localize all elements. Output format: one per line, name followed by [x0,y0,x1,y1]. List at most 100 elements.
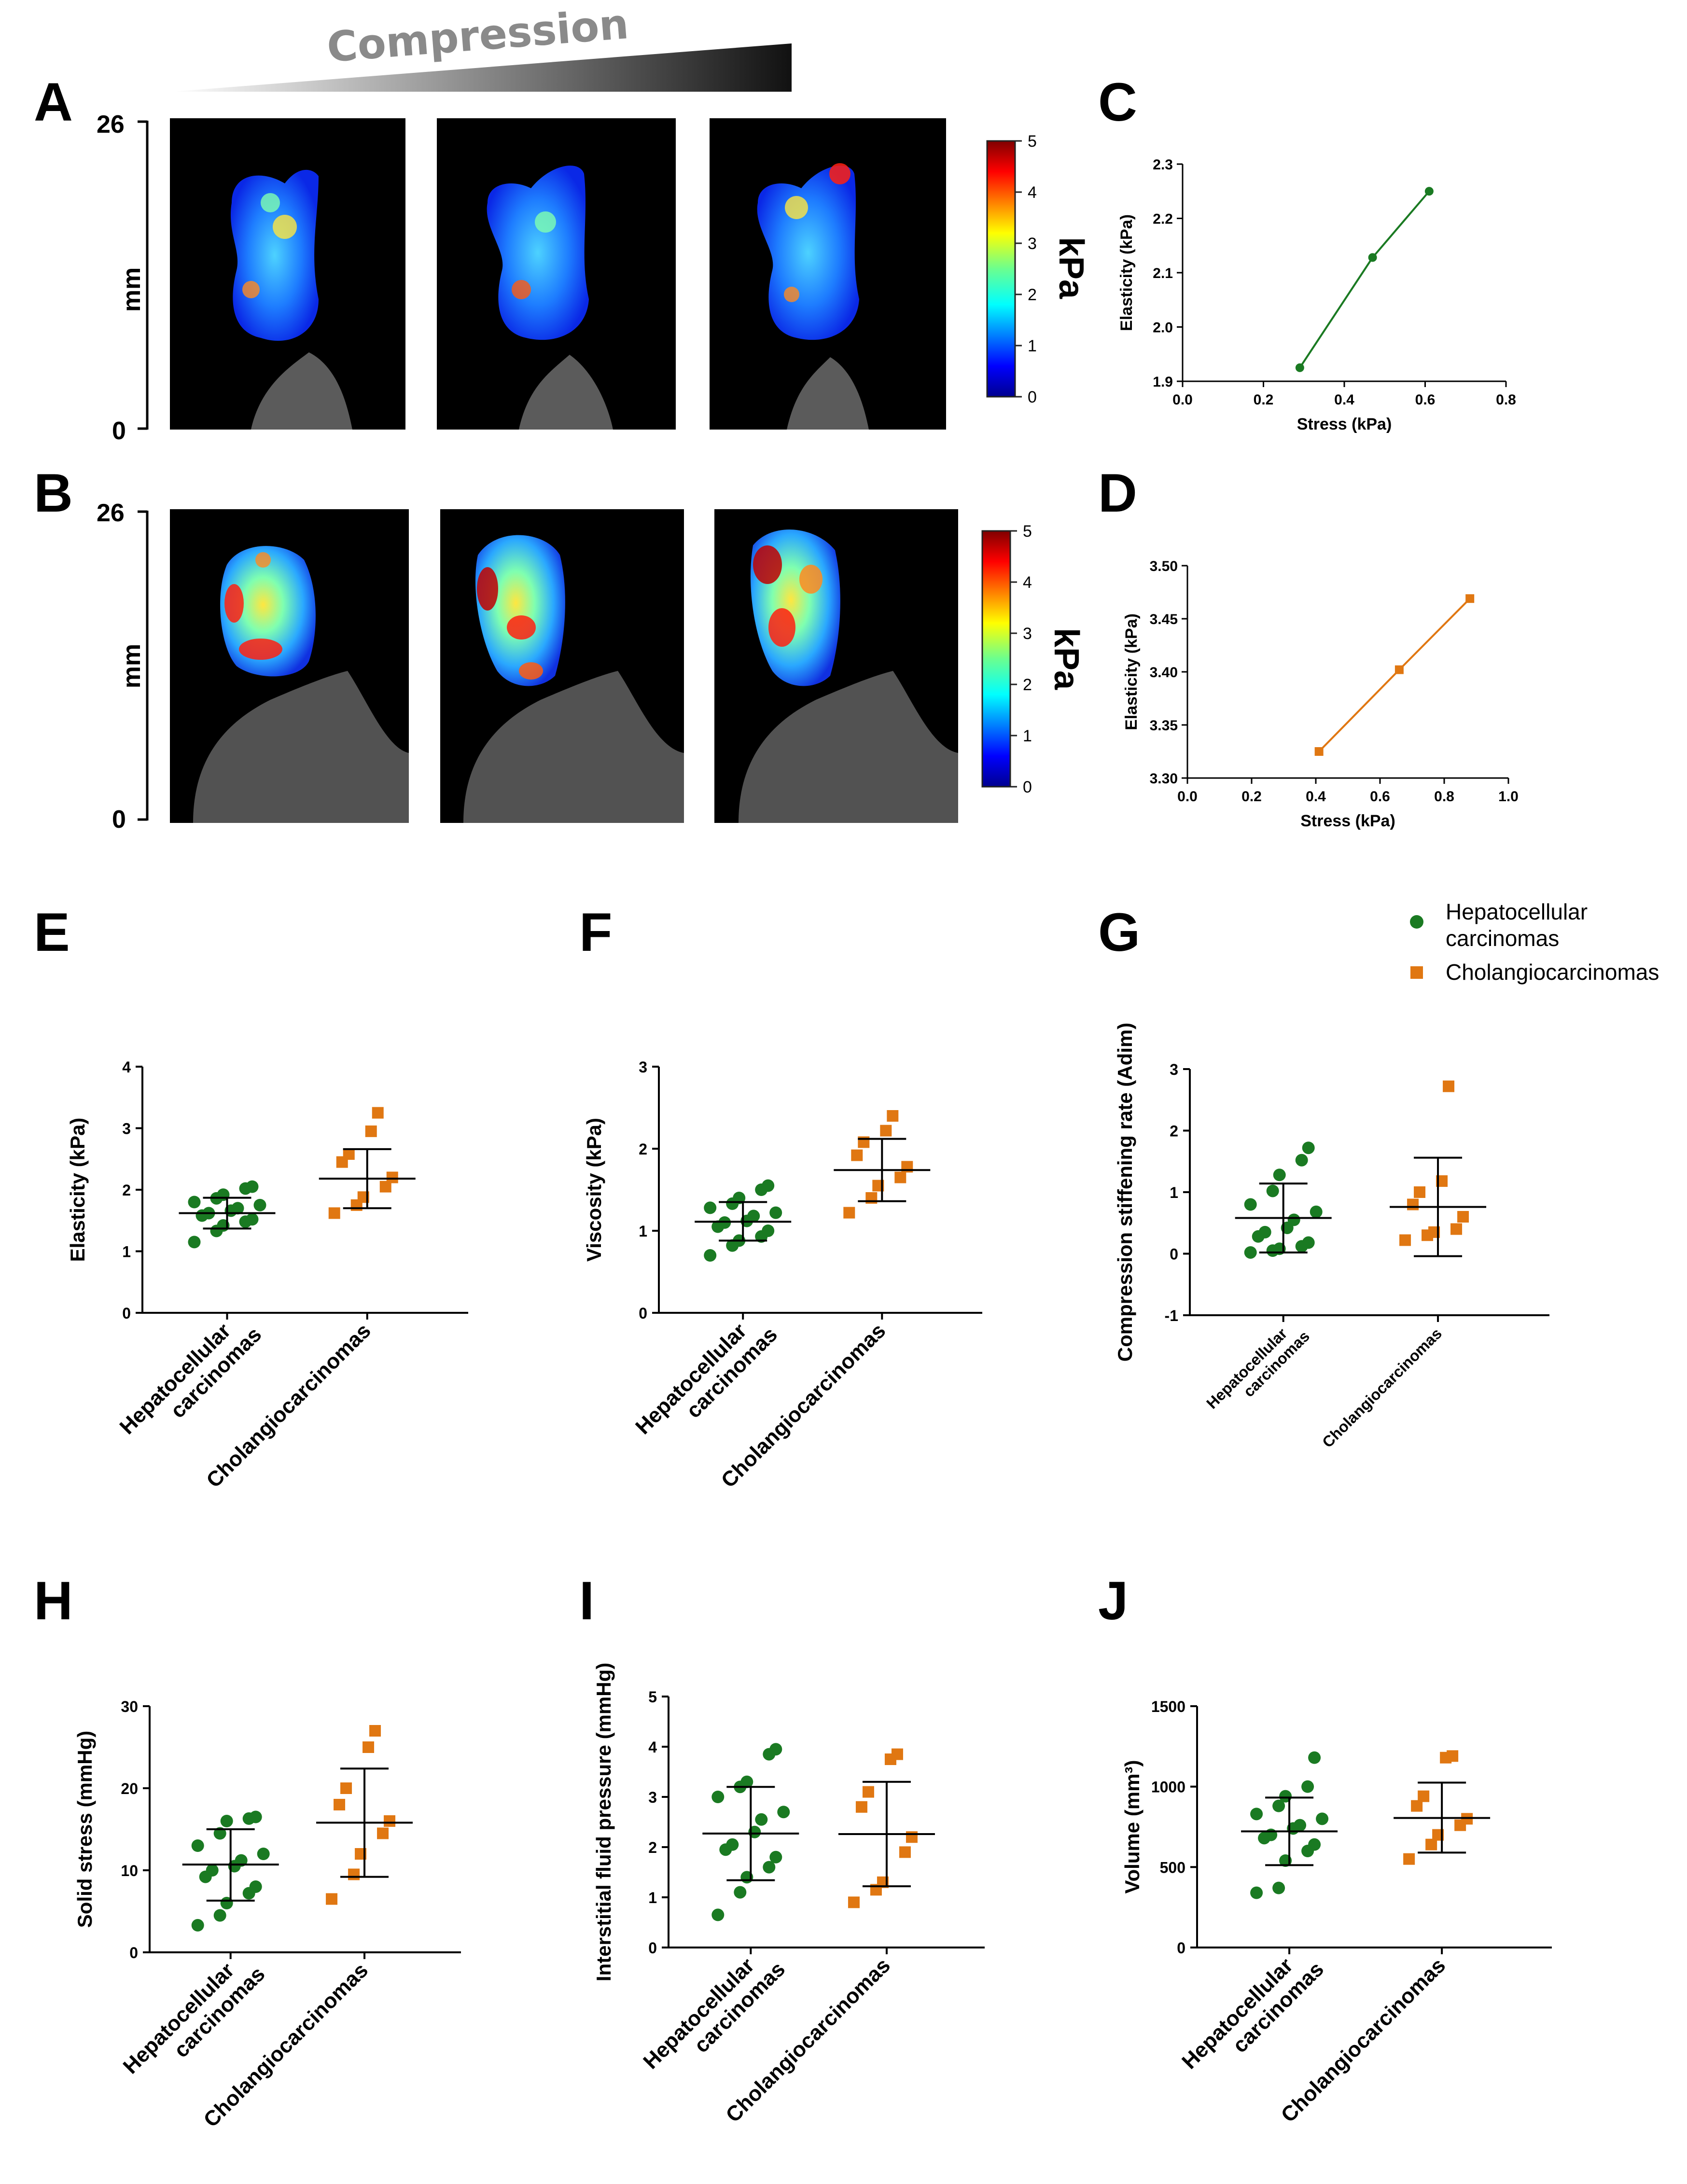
y-tick-label: 1500 [1151,1698,1185,1715]
chart-j: 0 500 1000 1500 Volume (mm³) Hepatocellularca… [1121,1698,1552,2127]
y-axis-label: Interstitial fluid pressure (mmHg) [592,1663,615,1981]
y-tick-label: -1 [1165,1307,1178,1324]
data-point-hcc [188,1236,201,1249]
y-tick-label: 0 [129,1944,138,1961]
panel-letter-a: A [34,72,73,132]
row-a-axis-top: 26 [97,111,125,139]
panel-letter-f: F [579,902,612,962]
elastogram-b1 [170,509,409,823]
panel-letter-i: I [579,1571,594,1631]
data-point-hcc [220,1815,233,1827]
y-axis-label: Volume (mm³) [1121,1760,1143,1894]
y-tick-label: 3.35 [1150,718,1178,734]
data-point-hcc [1308,1838,1321,1851]
colorbar-tick-label: 2 [1028,286,1037,304]
data-point-hcc [762,1179,775,1192]
y-tick-label: 500 [1160,1859,1185,1876]
elastogram-a3 [710,118,946,430]
data-point-cca [343,1148,355,1160]
chart-c: 1.9 2.0 2.1 2.2 2.3 0.0 0.2 0.4 0.6 0.8 Stress (kP… [1117,157,1516,433]
y-axis-label: Compression stiffening rate (Adim) [1114,1023,1136,1362]
y-tick-label: 1000 [1151,1779,1185,1796]
row-a-axis-bottom: 0 [112,417,126,445]
data-point-hcc [257,1848,270,1860]
y-tick-label: 2.2 [1153,211,1173,227]
x-category-label-cca: Cholangiocarcinomas [1319,1324,1445,1451]
elastogram-b3 [714,509,958,823]
data-point-hcc [246,1213,259,1226]
elastogram-a2 [437,118,676,430]
x-axis-label: Stress (kPa) [1297,415,1392,433]
data-point-cca [334,1799,346,1810]
data-point-hcc [1250,1886,1263,1899]
data-point [1424,187,1434,196]
data-point-cca [348,1868,360,1880]
data-point-cca [851,1149,863,1161]
data-point-hcc [777,1806,790,1819]
y-tick-label: 2 [1170,1123,1178,1140]
colorbar-tick-label: 5 [1028,132,1037,151]
y-tick-label: 3 [122,1120,131,1138]
x-tick-label: 0.4 [1334,392,1354,408]
y-tick-label: 2.0 [1153,320,1173,336]
data-point-hcc [191,1839,204,1852]
data-point-hcc [188,1196,201,1209]
data-point-hcc [1258,1225,1271,1238]
data-point-cca [1399,1234,1411,1246]
colorbar-tick-label: 4 [1028,183,1037,202]
data-point-cca [880,1125,892,1137]
y-tick-label: 3 [648,1789,657,1806]
data-point-hcc [1272,1881,1285,1894]
data-point-hcc [231,1202,244,1215]
colorbar-tick-label: 4 [1023,573,1032,592]
x-tick-label: 1.0 [1498,789,1519,805]
legend-hcc-line2: carcinomas [1446,926,1559,951]
colorbar-tick-label: 1 [1028,337,1037,355]
series-line [1318,598,1471,752]
colorbar-tick-label: 5 [1023,522,1032,541]
colorbar-b-unit: kPa [1047,628,1086,690]
series-line [1299,190,1430,368]
y-tick-label: 10 [121,1862,138,1879]
data-point-cca [855,1801,867,1813]
colorbar-tick-label: 3 [1023,625,1032,643]
x-category-label-hcc: Hepatocellularcarcinomas [1203,1315,1313,1425]
y-tick-label: 3 [1170,1061,1178,1078]
y-tick-label: 0 [1177,1939,1185,1957]
data-point-hcc [704,1249,717,1262]
colorbar-b: 0 1 2 3 4 5 kPa [981,522,1086,796]
data-point-hcc [1310,1205,1323,1218]
y-tick-label: 4 [648,1739,657,1756]
data-point-cca [1407,1198,1419,1210]
data-point-hcc [769,1743,782,1756]
y-tick-label: 2 [122,1182,131,1199]
x-tick-label: 0.4 [1306,789,1326,805]
y-tick-label: 4 [122,1058,131,1076]
data-point-hcc [711,1791,725,1803]
y-tick-label: 3.45 [1150,612,1178,627]
chart-g: -1 0 1 2 3 Compression stiffening rate (Adim)… [1114,1023,1549,1451]
chart-d: 3.30 3.35 3.40 3.45 3.50 0.0 0.2 0.4 0.6 0.8 1.0 St… [1122,558,1519,830]
data-point-cca [377,1827,389,1839]
data-point-hcc [763,1861,776,1874]
data-point-hcc [734,1886,747,1899]
row-b-axis-top: 26 [97,499,125,527]
data-point-hcc [747,1210,760,1223]
colorbar-a-unit: kPa [1052,237,1090,299]
data-point-cca [328,1207,340,1219]
y-axis-label: Solid stress (mmHg) [73,1731,96,1928]
data-point-cca [1403,1853,1415,1865]
row-b-axis-bottom: 0 [112,806,126,834]
data-point-hcc [1301,1780,1314,1793]
panel-letter-g: G [1098,902,1140,962]
data-point-cca [1418,1790,1430,1802]
data-point-cca [848,1896,860,1908]
data-point-cca [372,1107,384,1119]
data-point-hcc [249,1810,262,1823]
y-tick-label: 1 [648,1889,657,1906]
data-point-cca [843,1207,855,1219]
data-point-cca [1457,1211,1469,1223]
data-point-cca [365,1125,377,1137]
data-point-cca [862,1786,874,1798]
data-point-cca [326,1893,338,1905]
